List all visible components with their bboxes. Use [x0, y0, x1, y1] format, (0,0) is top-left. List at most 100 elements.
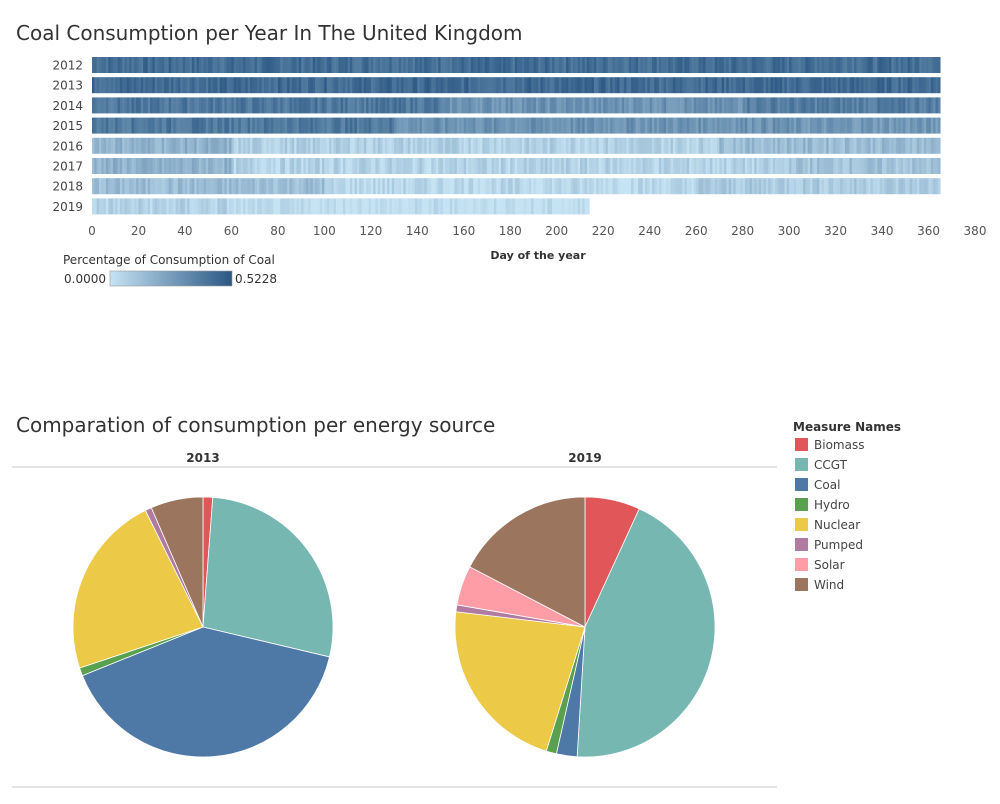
heatmap-cell[interactable] — [98, 97, 102, 114]
heatmap-cell[interactable] — [138, 57, 142, 73]
heatmap-cell[interactable] — [175, 178, 179, 195]
heatmap-cell[interactable] — [459, 117, 462, 134]
heatmap-cell[interactable] — [284, 57, 288, 73]
heatmap-cell[interactable] — [308, 97, 311, 114]
heatmap-cell[interactable] — [282, 97, 286, 114]
heatmap-cell[interactable] — [177, 77, 181, 94]
heatmap-cell[interactable] — [905, 158, 909, 174]
heatmap-cell[interactable] — [512, 77, 516, 94]
heatmap-cell[interactable] — [435, 198, 439, 215]
heatmap-cell[interactable] — [435, 117, 439, 134]
heatmap-cell[interactable] — [489, 158, 493, 174]
heatmap-cell[interactable] — [842, 158, 846, 174]
heatmap-cell[interactable] — [268, 198, 272, 215]
heatmap-cell[interactable] — [754, 158, 757, 174]
heatmap-cell[interactable] — [663, 117, 667, 134]
heatmap-cell[interactable] — [194, 137, 197, 154]
heatmap-cell[interactable] — [526, 117, 530, 134]
heatmap-cell[interactable] — [359, 117, 362, 134]
heatmap-cell[interactable] — [737, 117, 741, 134]
heatmap-cell[interactable] — [349, 117, 353, 134]
heatmap-cell[interactable] — [689, 178, 692, 195]
heatmap-cell[interactable] — [405, 198, 409, 215]
heatmap-cell[interactable] — [319, 137, 323, 154]
heatmap-cell[interactable] — [670, 158, 674, 174]
heatmap-cell[interactable] — [224, 198, 228, 215]
heatmap-cell[interactable] — [819, 97, 823, 114]
heatmap-cell[interactable] — [851, 158, 855, 174]
heatmap-cell[interactable] — [559, 178, 562, 195]
heatmap-cell[interactable] — [626, 158, 630, 174]
heatmap-cell[interactable] — [159, 117, 163, 134]
heatmap-cell[interactable] — [252, 198, 256, 215]
heatmap-cell[interactable] — [236, 198, 239, 215]
heatmap-cell[interactable] — [631, 117, 634, 134]
heatmap-cell[interactable] — [524, 77, 527, 94]
heatmap-cell[interactable] — [250, 178, 253, 195]
heatmap-cell[interactable] — [552, 158, 555, 174]
heatmap-cell[interactable] — [772, 158, 776, 174]
heatmap-cell[interactable] — [105, 198, 109, 215]
heatmap-cell[interactable] — [540, 137, 544, 154]
heatmap-cell[interactable] — [136, 97, 139, 114]
heatmap-cell[interactable] — [484, 198, 488, 215]
heatmap-cell[interactable] — [396, 178, 400, 195]
heatmap-cell[interactable] — [747, 77, 751, 94]
heatmap-cell[interactable] — [507, 198, 511, 215]
heatmap-cell[interactable] — [726, 77, 730, 94]
heatmap-cell[interactable] — [812, 178, 816, 195]
heatmap-cell[interactable] — [521, 158, 525, 174]
heatmap-cell[interactable] — [875, 97, 878, 114]
heatmap-cell[interactable] — [782, 97, 785, 114]
heatmap-cell[interactable] — [212, 97, 216, 114]
heatmap-cell[interactable] — [205, 137, 209, 154]
heatmap-cell[interactable] — [138, 158, 142, 174]
heatmap-cell[interactable] — [531, 178, 534, 195]
heatmap-cell[interactable] — [447, 137, 451, 154]
heatmap-cell[interactable] — [828, 77, 832, 94]
heatmap-cell[interactable] — [470, 57, 474, 73]
heatmap-cell[interactable] — [122, 117, 125, 134]
heatmap-cell[interactable] — [487, 97, 490, 114]
heatmap-cell[interactable] — [440, 77, 444, 94]
heatmap-cell[interactable] — [245, 77, 249, 94]
heatmap-cell[interactable] — [875, 57, 878, 73]
heatmap-cell[interactable] — [635, 57, 639, 73]
heatmap-cell[interactable] — [840, 77, 843, 94]
heatmap-cell[interactable] — [266, 178, 269, 195]
heatmap-cell[interactable] — [863, 158, 867, 174]
heatmap-cell[interactable] — [779, 57, 783, 73]
heatmap-cell[interactable] — [605, 57, 609, 73]
heatmap-cell[interactable] — [417, 97, 421, 114]
heatmap-cell[interactable] — [798, 117, 802, 134]
heatmap-cell[interactable] — [157, 57, 160, 73]
heatmap-cell[interactable] — [672, 178, 676, 195]
heatmap-cell[interactable] — [101, 97, 105, 114]
heatmap-cell[interactable] — [549, 137, 553, 154]
heatmap-cell[interactable] — [933, 97, 936, 114]
heatmap-cell[interactable] — [421, 97, 425, 114]
heatmap-cell[interactable] — [849, 57, 853, 73]
heatmap-cell[interactable] — [900, 178, 904, 195]
heatmap-cell[interactable] — [459, 198, 462, 215]
heatmap-cell[interactable] — [875, 117, 878, 134]
heatmap-cell[interactable] — [329, 57, 332, 73]
heatmap-cell[interactable] — [356, 178, 360, 195]
heatmap-cell[interactable] — [619, 178, 623, 195]
heatmap-cell[interactable] — [700, 97, 704, 114]
heatmap-cell[interactable] — [805, 97, 809, 114]
heatmap-cell[interactable] — [800, 178, 804, 195]
heatmap-cell[interactable] — [870, 57, 874, 73]
heatmap-cell[interactable] — [180, 57, 184, 73]
heatmap-cell[interactable] — [245, 178, 249, 195]
heatmap-cell[interactable] — [510, 178, 513, 195]
heatmap-cell[interactable] — [117, 178, 121, 195]
heatmap-cell[interactable] — [703, 137, 706, 154]
heatmap-cell[interactable] — [593, 117, 597, 134]
heatmap-cell[interactable] — [570, 57, 574, 73]
heatmap-cell[interactable] — [280, 137, 283, 154]
heatmap-cell[interactable] — [512, 198, 516, 215]
heatmap-cell[interactable] — [231, 137, 235, 154]
heatmap-cell[interactable] — [540, 97, 544, 114]
heatmap-cell[interactable] — [154, 97, 158, 114]
